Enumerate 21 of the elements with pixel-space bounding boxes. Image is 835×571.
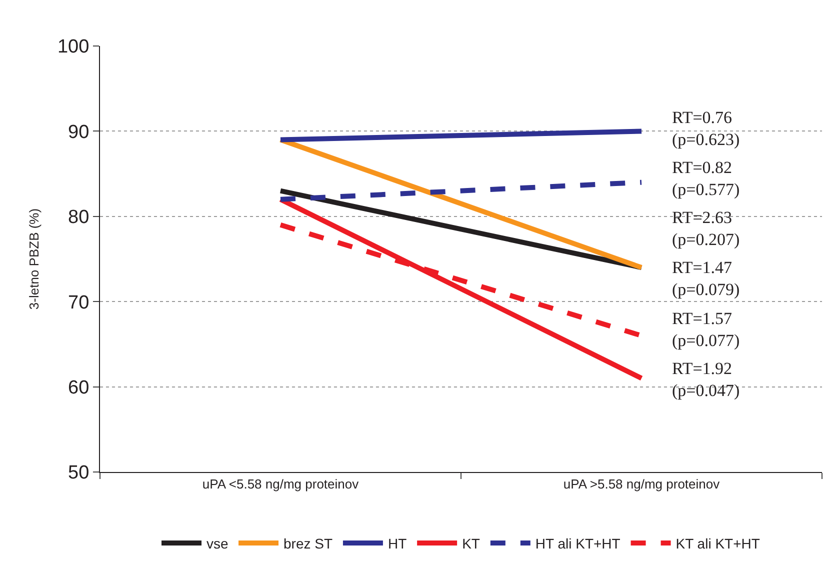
legend-label: HT ali KT+HT [535, 535, 621, 552]
legend-label: HT [388, 535, 408, 552]
legend-label: brez ST [284, 535, 333, 552]
legend-label: KT ali KT+HT [676, 535, 760, 552]
y-tick-label: 90 [68, 122, 90, 143]
y-tick-label: 70 [68, 292, 90, 314]
legend-label: vse [206, 535, 228, 552]
y-tick-label: 80 [68, 207, 90, 228]
annotation: RT=0.82 (p=0.577) [672, 158, 740, 200]
annotation: RT=1.92 (p=0.047) [672, 359, 740, 400]
y-tick-label: 60 [68, 377, 90, 398]
x-tick-label: uPA >5.58 ng/mg proteinov [563, 476, 720, 492]
x-tick-label: uPA <5.58 ng/mg proteinov [202, 476, 360, 492]
y-tick-label: 50 [68, 462, 90, 484]
legend-label: KT [462, 535, 480, 552]
annotation: RT=2.63 (p=0.207) [672, 208, 740, 250]
annotation: RT=0.76 (p=0.623) [672, 108, 740, 150]
y-axis-title: 3-letno PBZB (%) [26, 208, 42, 310]
annotation: RT=1.57 (p=0.077) [672, 309, 740, 350]
annotation: RT=1.47 (p=0.079) [672, 258, 740, 300]
y-tick-label: 100 [57, 36, 90, 58]
